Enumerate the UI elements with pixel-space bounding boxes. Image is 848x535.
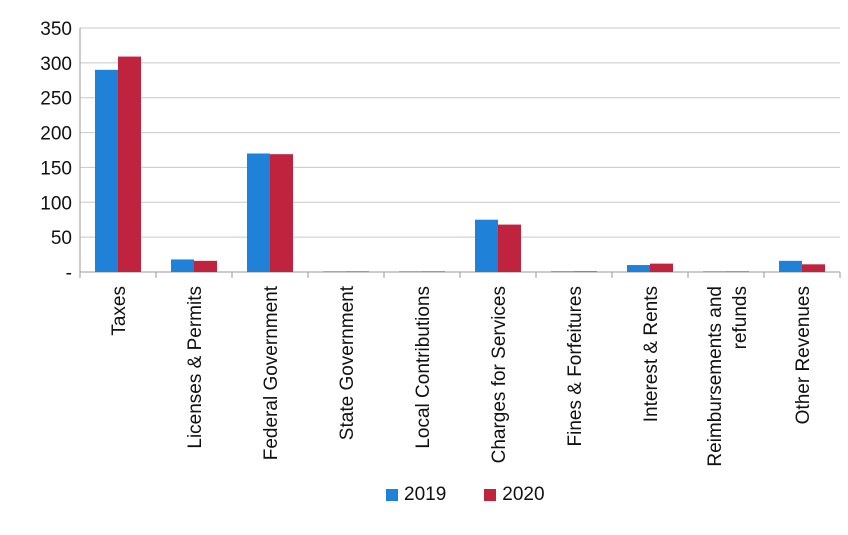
y-tick-label: 100 <box>40 193 72 214</box>
x-tick-label: Fines & Forfeitures <box>565 286 586 447</box>
bar-2020 <box>802 264 825 272</box>
bar-2020 <box>194 260 217 272</box>
x-tick-label: Reimbursements and <box>705 286 726 467</box>
bar-2020 <box>118 56 141 272</box>
bar-2019 <box>703 271 726 272</box>
x-tick-label: Interest & Rents <box>641 286 662 422</box>
x-tick-label: Federal Government <box>261 285 282 460</box>
x-tick-label: Local Contributions <box>413 286 434 449</box>
legend-swatch-2020 <box>484 489 497 501</box>
y-tick-label: 200 <box>40 124 72 145</box>
y-tick-label: 250 <box>40 89 72 110</box>
y-tick-label: 50 <box>51 228 72 249</box>
x-tick-label: refunds <box>730 286 751 349</box>
bar-2019 <box>247 153 270 272</box>
bar-2019 <box>551 271 574 272</box>
bar-2020 <box>422 271 445 272</box>
legend-swatch-2019 <box>386 489 398 501</box>
y-tick-label: - <box>66 263 72 284</box>
bar-2020 <box>650 263 673 272</box>
bar-2019 <box>399 271 422 272</box>
y-tick-label: 300 <box>40 54 72 75</box>
bar-2020 <box>270 154 293 272</box>
x-tick-label: Taxes <box>109 286 130 336</box>
bar-2019 <box>627 265 650 272</box>
legend-item-2020: 2020 <box>484 484 545 506</box>
legend-label-2020: 2020 <box>502 484 545 505</box>
bar-2019 <box>779 260 802 272</box>
x-tick-label: Charges for Services <box>489 286 510 463</box>
y-tick-label: 150 <box>40 158 72 179</box>
y-tick-label: 350 <box>40 19 72 40</box>
bar-2020 <box>726 271 749 272</box>
legend: 2019 2020 <box>386 484 545 506</box>
bar-2019 <box>171 259 194 272</box>
bar-2019 <box>475 219 498 272</box>
x-tick-label: Licenses & Permits <box>185 286 206 449</box>
bar-2019 <box>95 69 118 272</box>
bar-2020 <box>498 224 521 272</box>
legend-label-2019: 2019 <box>404 484 447 505</box>
bar-2019 <box>323 271 346 272</box>
x-tick-label: Other Revenues <box>793 286 814 424</box>
x-tick-label: State Government <box>337 285 358 440</box>
bar-2020 <box>574 271 597 272</box>
bar-2020 <box>346 271 369 272</box>
legend-item-2019: 2019 <box>386 484 446 506</box>
